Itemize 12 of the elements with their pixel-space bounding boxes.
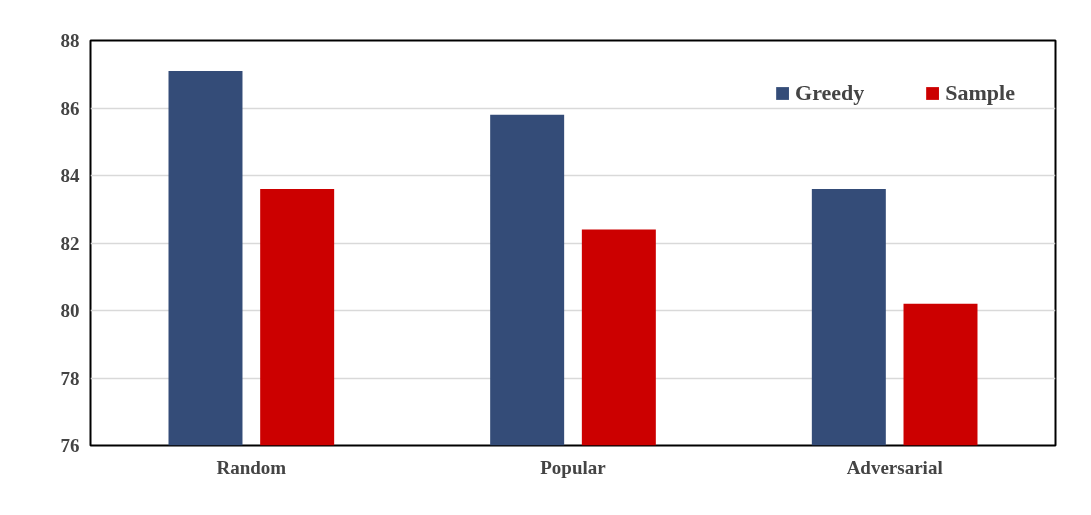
x-tick-label: Popular: [540, 456, 607, 478]
x-tick-label: Adversarial: [846, 456, 943, 478]
y-tick-label: 82: [60, 232, 80, 254]
x-tick-label: Random: [216, 456, 287, 478]
legend-label: Sample: [945, 80, 1015, 106]
y-tick-label: 80: [60, 300, 80, 321]
y-tick-label: 78: [60, 367, 80, 389]
y-tick-label: 76: [60, 435, 80, 456]
y-tick-label: 84: [60, 165, 80, 186]
y-tick-label: 88: [60, 30, 80, 51]
legend-label: Greedy: [795, 80, 865, 106]
y-tick-label: 86: [60, 97, 80, 119]
